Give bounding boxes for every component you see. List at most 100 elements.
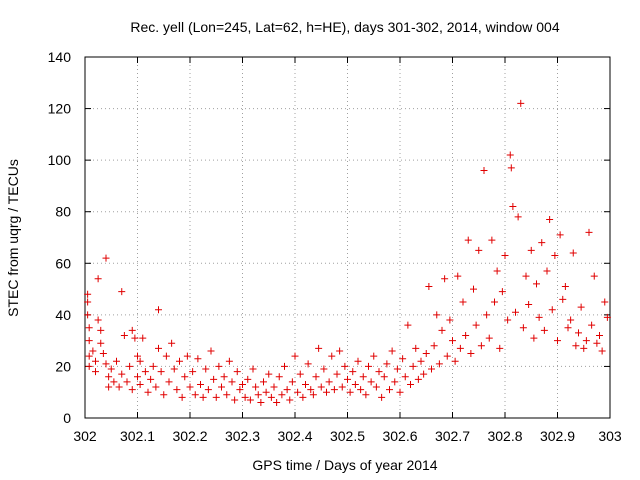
data-point [123,378,131,386]
data-point [294,388,302,396]
data-point [443,352,451,360]
data-point [291,352,299,360]
data-point [134,352,141,360]
data-point [561,282,569,290]
data-point [585,228,593,236]
data-point [357,386,365,394]
data-point [480,166,488,174]
data-point [223,391,231,399]
y-tick-label: 40 [55,307,71,323]
data-point [449,337,456,345]
data-point [488,236,496,244]
data-point [199,393,207,401]
x-tick-label: 302.8 [487,428,522,444]
y-tick-label: 120 [48,101,72,117]
data-point [569,249,577,257]
data-point [233,368,241,376]
data-point [212,393,220,401]
data-point [244,375,252,383]
x-tick-label: 303 [598,428,622,444]
data-point [548,306,556,314]
data-point [596,331,603,339]
data-point [338,383,346,391]
x-tick-label: 302.6 [382,428,417,444]
data-point [425,282,433,290]
data-point [330,386,338,394]
data-point [107,365,115,373]
data-point [556,231,564,239]
data-point [141,368,149,376]
data-point [564,324,572,332]
data-point [312,373,320,381]
data-point [278,391,286,399]
data-point [517,99,525,107]
data-point [191,391,199,399]
data-point [504,316,512,324]
data-point [535,313,543,321]
data-point [543,267,551,275]
data-point [194,355,202,363]
data-point [128,386,136,394]
data-point [438,326,446,334]
y-tick-label: 20 [55,358,71,374]
data-point [84,311,92,319]
data-point [320,365,328,373]
data-point [414,375,422,383]
data-point [506,151,514,159]
data-point [540,326,548,334]
data-point [325,378,333,386]
data-point [160,391,168,399]
data-point [225,357,233,365]
data-point [477,342,485,350]
data-point [105,373,113,381]
x-tick-label: 302.7 [435,428,470,444]
data-point [577,303,585,311]
data-point [94,275,102,283]
data-point [155,344,162,352]
data-point [265,370,273,378]
data-point [538,239,546,247]
data-point [375,368,383,376]
data-point [346,388,354,396]
data-point [388,347,396,355]
data-point [551,252,559,260]
data-point [433,311,441,319]
data-point [572,342,580,350]
data-point [501,252,509,260]
data-point [178,393,186,401]
y-tick-label: 140 [48,49,72,65]
data-point [409,362,417,370]
data-point [260,378,267,386]
data-point [396,388,404,396]
data-points [84,99,611,407]
data-point [580,344,588,352]
data-point [136,380,144,388]
data-point [588,321,596,329]
data-point [430,342,438,350]
data-point [183,352,191,360]
data-point [554,337,561,345]
data-point [307,386,315,394]
data-point [391,378,399,386]
data-point [483,311,491,319]
chart-title: Rec. yell (Lon=245, Lat=62, h=HE), days … [130,19,559,35]
x-tick-label: 302 [73,428,97,444]
data-point [128,326,136,334]
data-point [525,301,533,309]
data-point [85,362,93,370]
data-point [236,386,244,394]
data-point [370,352,378,360]
data-point [239,380,246,388]
data-point [120,331,128,339]
y-tick-label: 60 [55,255,71,271]
data-point [262,388,270,396]
data-point [593,339,601,347]
data-point [144,388,152,396]
data-point [118,370,126,378]
data-point [189,368,197,376]
data-point [257,399,265,407]
data-point [530,334,538,342]
data-point [170,365,178,373]
data-point [281,362,288,370]
x-tick-label: 302.9 [540,428,575,444]
